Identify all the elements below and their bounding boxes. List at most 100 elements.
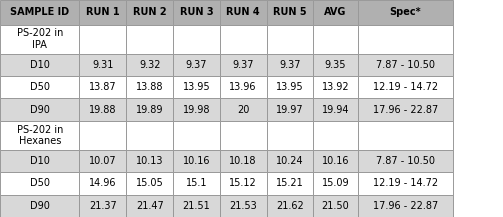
Text: 7.87 - 10.50: 7.87 - 10.50 [376,60,435,70]
Bar [79,150,126,172]
Text: 9.32: 9.32 [139,60,160,70]
Text: 13.88: 13.88 [136,82,163,92]
Bar [358,54,453,76]
Text: AVG: AVG [324,7,347,17]
Text: 21.37: 21.37 [89,201,117,211]
Text: 9.37: 9.37 [279,60,301,70]
Bar [173,25,220,54]
Text: 13.92: 13.92 [322,82,349,92]
Bar [358,172,453,195]
Bar [313,172,358,195]
Text: PS-202 in
IPA: PS-202 in IPA [17,28,63,50]
Bar [220,121,267,150]
Bar [220,25,267,54]
Text: 13.95: 13.95 [183,82,210,92]
Bar [313,25,358,54]
Bar [126,121,173,150]
Bar [173,150,220,172]
Text: Spec*: Spec* [389,7,421,17]
Bar [126,54,173,76]
Text: D10: D10 [30,60,50,70]
Bar [173,121,220,150]
Text: 14.96: 14.96 [89,178,117,188]
Bar [358,0,453,25]
Text: 12.19 - 14.72: 12.19 - 14.72 [373,178,438,188]
Text: D10: D10 [30,156,50,166]
Text: 9.35: 9.35 [325,60,346,70]
Bar [267,121,313,150]
Bar [313,195,358,217]
Text: 13.95: 13.95 [276,82,304,92]
Bar [267,150,313,172]
Bar [126,25,173,54]
Text: 20: 20 [237,105,249,115]
Text: 10.16: 10.16 [322,156,349,166]
Bar [79,121,126,150]
Bar [79,0,126,25]
Text: 21.62: 21.62 [276,201,304,211]
Bar [267,99,313,121]
Bar [267,54,313,76]
Bar [173,54,220,76]
Text: 10.07: 10.07 [89,156,117,166]
Text: 19.94: 19.94 [322,105,349,115]
Text: RUN 3: RUN 3 [180,7,213,17]
Text: RUN 2: RUN 2 [133,7,166,17]
Bar [126,195,173,217]
Bar [220,99,267,121]
Text: 15.1: 15.1 [186,178,207,188]
Text: D50: D50 [30,82,50,92]
Text: RUN 1: RUN 1 [86,7,120,17]
Bar [220,150,267,172]
Bar [358,195,453,217]
Bar [173,0,220,25]
Bar [0,25,79,54]
Bar [220,195,267,217]
Text: D50: D50 [30,178,50,188]
Bar [0,76,79,99]
Bar [313,150,358,172]
Text: 15.12: 15.12 [229,178,257,188]
Text: 15.05: 15.05 [136,178,163,188]
Bar [267,25,313,54]
Bar [79,195,126,217]
Bar [126,0,173,25]
Bar [173,195,220,217]
Text: 21.53: 21.53 [229,201,257,211]
Text: 10.18: 10.18 [229,156,257,166]
Bar [0,0,79,25]
Text: 17.96 - 22.87: 17.96 - 22.87 [373,105,438,115]
Bar [173,76,220,99]
Bar [79,172,126,195]
Text: 9.37: 9.37 [186,60,207,70]
Bar [79,99,126,121]
Text: 17.96 - 22.87: 17.96 - 22.87 [373,201,438,211]
Text: 9.31: 9.31 [92,60,114,70]
Text: 15.21: 15.21 [276,178,304,188]
Text: 19.89: 19.89 [136,105,163,115]
Text: 21.51: 21.51 [183,201,210,211]
Text: 10.16: 10.16 [183,156,210,166]
Bar [79,76,126,99]
Bar [313,54,358,76]
Bar [358,150,453,172]
Text: 10.24: 10.24 [276,156,304,166]
Bar [79,25,126,54]
Text: 19.88: 19.88 [89,105,117,115]
Bar [0,121,79,150]
Bar [220,0,267,25]
Text: 7.87 - 10.50: 7.87 - 10.50 [376,156,435,166]
Bar [0,150,79,172]
Text: D90: D90 [30,201,50,211]
Text: RUN 5: RUN 5 [273,7,307,17]
Bar [358,99,453,121]
Text: 19.97: 19.97 [276,105,304,115]
Bar [358,25,453,54]
Bar [126,76,173,99]
Bar [0,99,79,121]
Bar [358,76,453,99]
Bar [358,121,453,150]
Bar [79,54,126,76]
Bar [173,99,220,121]
Text: 21.47: 21.47 [136,201,163,211]
